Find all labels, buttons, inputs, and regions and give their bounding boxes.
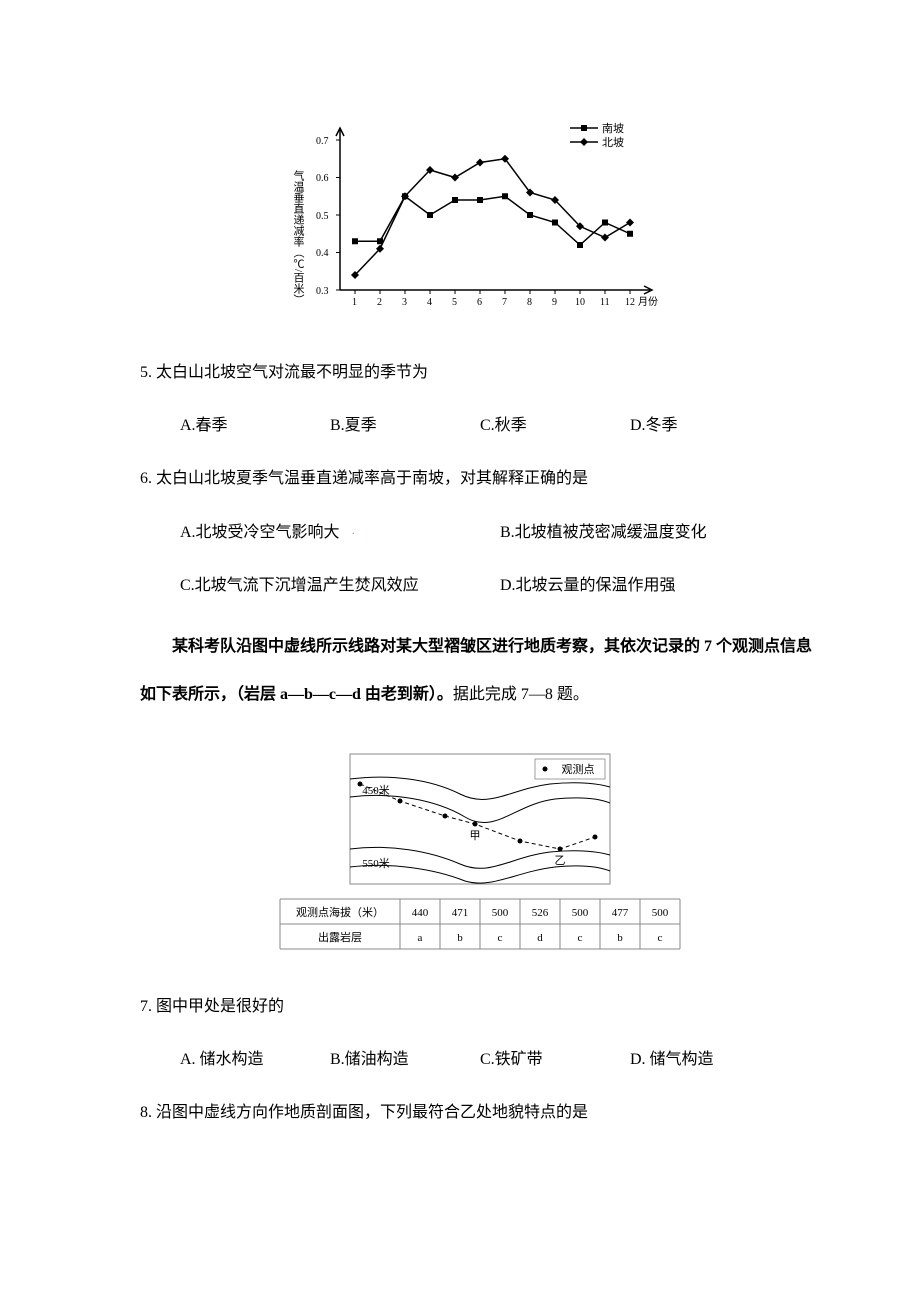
q5-option-a: A.春季 <box>180 408 330 443</box>
svg-text:观测点海拔（米）: 观测点海拔（米） <box>296 905 384 919</box>
svg-text:500: 500 <box>652 907 669 919</box>
svg-text:4: 4 <box>427 297 432 308</box>
q7-option-a: A. 储水构造 <box>180 1042 330 1077</box>
q6-option-b: B.北坡植被茂密减缓温度变化 <box>500 515 820 550</box>
svg-text:8: 8 <box>527 297 532 308</box>
svg-text:477: 477 <box>612 907 629 919</box>
svg-text:500: 500 <box>572 907 589 919</box>
q5-option-c: C.秋季 <box>480 408 630 443</box>
svg-text:11: 11 <box>600 297 610 308</box>
q6-option-d: D.北坡云量的保温作用强 <box>500 568 820 603</box>
y-ticks: 0.3 0.4 0.5 0.6 0.7 <box>316 136 340 297</box>
svg-text:1: 1 <box>352 297 357 308</box>
svg-text:10: 10 <box>575 297 585 308</box>
series-south <box>355 196 630 245</box>
svg-text:12: 12 <box>625 297 635 308</box>
svg-text:d: d <box>537 932 543 944</box>
figure-fold-map: 观测点 450米 550米 甲 乙 <box>140 749 820 959</box>
q6-option-a: A.北坡受冷空气影响大 · <box>180 515 500 550</box>
svg-text:7: 7 <box>502 297 507 308</box>
question-5: 5. 太白山北坡空气对流最不明显的季节为 <box>140 355 820 390</box>
label-jia: 甲 <box>470 830 481 842</box>
svg-text:500: 500 <box>492 907 509 919</box>
q7-option-b: B.储油构造 <box>330 1042 480 1077</box>
svg-text:0.4: 0.4 <box>316 248 329 259</box>
question-5-options: A.春季 B.夏季 C.秋季 D.冬季 <box>180 408 820 443</box>
svg-text:北坡: 北坡 <box>602 136 624 149</box>
x-axis-label: 月份 <box>638 296 658 308</box>
svg-text:0.6: 0.6 <box>316 173 329 184</box>
figure2-svg: 观测点 450米 550米 甲 乙 <box>260 749 700 954</box>
svg-text:0.5: 0.5 <box>316 211 329 222</box>
y-axis-label: 气温垂直递减率（℃/百米） <box>292 169 305 305</box>
svg-text:c: c <box>578 932 583 944</box>
stray-dot-icon: · <box>352 529 355 540</box>
question-7-options: A. 储水构造 B.储油构造 C.铁矿带 D. 储气构造 <box>180 1042 820 1077</box>
figure2-container: 观测点 450米 550米 甲 乙 <box>260 749 700 959</box>
x-ticks: 1 2 3 4 5 6 7 8 9 10 11 12 月份 <box>352 290 658 308</box>
series-north <box>355 159 630 275</box>
svg-text:b: b <box>457 932 463 944</box>
svg-text:6: 6 <box>477 297 482 308</box>
question-6-options-row2: C.北坡气流下沉增温产生焚风效应 D.北坡云量的保温作用强 <box>180 568 820 603</box>
chart-svg: 气温垂直递减率（℃/百米） 0.3 0.4 0.5 0.6 <box>280 110 680 320</box>
intro-tail: 据此完成 7—8 题。 <box>453 686 589 703</box>
chart-lapse-rate: 气温垂直递减率（℃/百米） 0.3 0.4 0.5 0.6 <box>140 110 820 325</box>
question-6: 6. 太白山北坡夏季气温垂直递减率高于南坡，对其解释正确的是 <box>140 461 820 496</box>
question-6-options-row1: A.北坡受冷空气影响大 · B.北坡植被茂密减缓温度变化 <box>180 515 820 550</box>
svg-text:440: 440 <box>412 907 429 919</box>
legend-obs-point: 观测点 <box>562 763 595 776</box>
svg-text:9: 9 <box>552 297 557 308</box>
svg-text:0.3: 0.3 <box>316 286 329 297</box>
question-7: 7. 图中甲处是很好的 <box>140 989 820 1024</box>
intro-7-8: 某科考队沿图中虚线所示线路对某大型褶皱区进行地质考察，其依次记录的 7 个观测点… <box>140 623 820 719</box>
svg-text:3: 3 <box>402 297 407 308</box>
page: 气温垂直递减率（℃/百米） 0.3 0.4 0.5 0.6 <box>0 0 920 1229</box>
svg-text:526: 526 <box>532 907 549 919</box>
svg-text:出露岩层: 出露岩层 <box>318 930 362 944</box>
q5-option-b: B.夏季 <box>330 408 480 443</box>
svg-text:b: b <box>617 932 623 944</box>
svg-text:c: c <box>498 932 503 944</box>
q6-option-c: C.北坡气流下沉增温产生焚风效应 <box>180 568 500 603</box>
svg-text:c: c <box>658 932 663 944</box>
q7-option-d: D. 储气构造 <box>630 1042 780 1077</box>
question-8: 8. 沿图中虚线方向作地质剖面图，下列最符合乙处地貌特点的是 <box>140 1095 820 1130</box>
obs-table: 观测点海拔（米） 出露岩层 440 471 500 526 500 477 50… <box>280 899 680 949</box>
q5-option-d: D.冬季 <box>630 408 780 443</box>
contour-550: 550米 <box>362 857 390 870</box>
svg-text:a: a <box>418 932 423 944</box>
q7-option-c: C.铁矿带 <box>480 1042 630 1077</box>
svg-text:0.7: 0.7 <box>316 136 329 147</box>
svg-text:5: 5 <box>452 297 457 308</box>
svg-text:471: 471 <box>452 907 469 919</box>
chart-container: 气温垂直递减率（℃/百米） 0.3 0.4 0.5 0.6 <box>280 110 680 325</box>
chart-legend: 南坡 北坡 <box>570 122 624 149</box>
svg-text:南坡: 南坡 <box>602 122 624 135</box>
svg-text:2: 2 <box>377 297 382 308</box>
label-yi: 乙 <box>555 854 566 867</box>
